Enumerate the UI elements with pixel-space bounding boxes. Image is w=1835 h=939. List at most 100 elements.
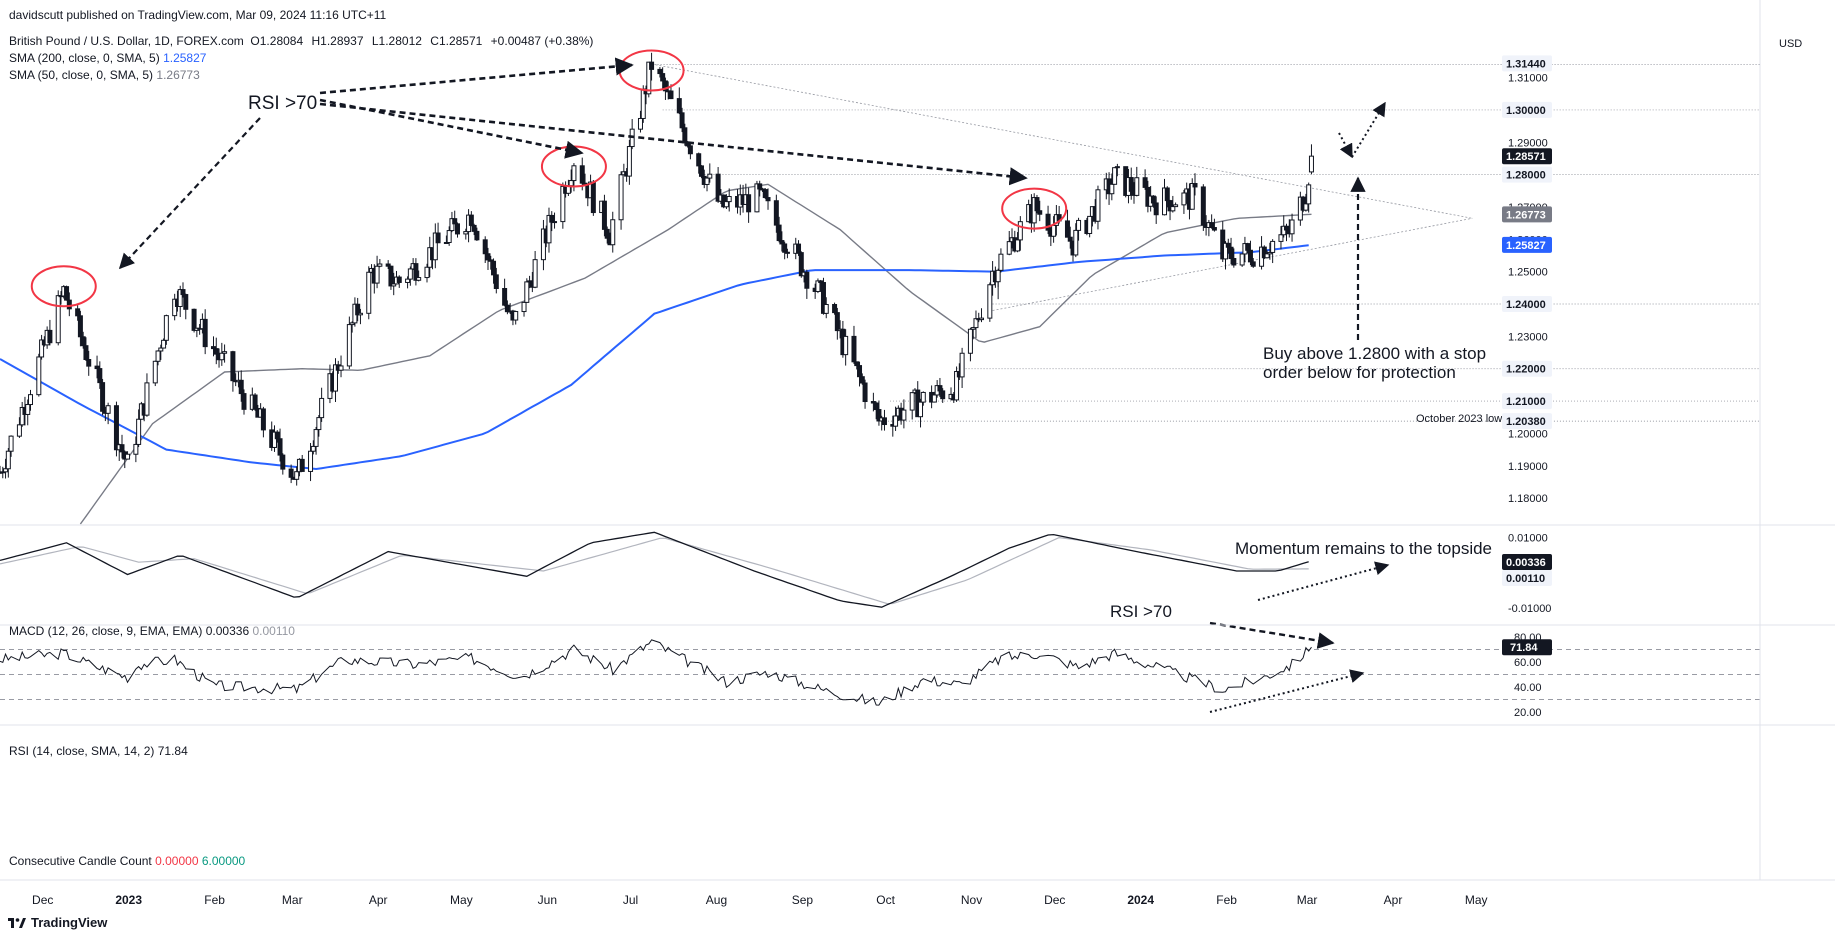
time-axis-label: Aug [706,893,727,907]
candle-down [280,454,286,470]
candle-down [274,431,280,440]
candle-down [1037,210,1043,215]
candle-down [191,308,197,331]
price-badge-text: 1.28000 [1506,170,1546,182]
time-axis-label: Jul [623,893,638,907]
candle-up [55,295,61,344]
candle-up [920,391,926,403]
candle-down [662,80,668,92]
sma50-legend[interactable]: SMA (50, close, 0, SMA, 5) 1.26773 [9,68,200,82]
candle-up [316,417,322,431]
macd-badge-text: 0.00110 [1506,573,1545,585]
candle-up [1109,183,1115,195]
triangle-upper-line [651,63,1473,219]
time-axis-label: Nov [961,893,982,907]
candle-down [504,304,510,313]
candle-down [213,348,219,355]
candle-count-value-1: 0.00000 [155,854,199,868]
time-axis-label: Mar [1297,893,1318,907]
candle-down [757,183,763,190]
time-axis-label: Apr [369,893,388,907]
candle-up [1270,240,1276,253]
price-badge-text: 1.26773 [1506,209,1546,221]
candle-up [271,431,277,448]
time-axis-label: Apr [1384,893,1403,907]
macd-line [0,531,1309,608]
candle-up [973,318,979,329]
candle-up [136,418,142,445]
candle-up [3,468,9,473]
buy-annotation-line2: order below for protection [1263,363,1456,382]
candle-up [366,271,372,314]
candle-down [288,468,294,478]
candle-up [1114,166,1120,169]
candle-up [704,177,710,185]
candle-up [1170,206,1176,212]
candle-down [468,214,474,226]
candle-up [1006,241,1012,255]
macd-value: 0.00336 [205,624,250,638]
candle-up [1189,182,1195,210]
candle-down [491,260,497,276]
candle-down [64,286,70,301]
candle-down [77,315,83,338]
candle-up [995,269,1001,283]
rsi-axis-tick: 60.00 [1514,657,1542,669]
candle-up [391,283,397,287]
time-axis-label: Mar [282,893,303,907]
candle-down [773,200,779,226]
candle-up [918,401,924,418]
candle-down [1167,200,1173,212]
candle-up [909,392,915,411]
symbol-title[interactable]: British Pound / U.S. Dollar, 1D, FOREX.c… [9,34,244,48]
candle-up [540,228,546,261]
candle-count-legend[interactable]: Consecutive Candle Count 0.00000 6.00000 [9,854,245,868]
candle-down [86,359,92,367]
candle-down [1245,243,1251,251]
price-badge [1502,360,1552,377]
candle-up [133,443,139,455]
sma200-legend[interactable]: SMA (200, close, 0, SMA, 5) 1.25827 [9,51,206,65]
candle-down [100,382,106,412]
candle-up [513,311,519,321]
price-badge [1502,206,1552,223]
candle-down [238,379,244,395]
candle-up [754,183,760,213]
candle-down [241,393,247,410]
candle-up [446,230,452,244]
sma200-line [0,244,1309,471]
candle-down [385,263,391,267]
candle-up [546,214,552,244]
candle-up [707,173,713,179]
candle-up [177,289,183,308]
candle-down [679,112,685,129]
candle-up [27,394,33,406]
macd-legend[interactable]: MACD (12, 26, close, 9, EMA, EMA) 0.0033… [9,624,295,638]
candle-down [1250,261,1256,267]
candle-up [1015,239,1021,252]
price-axis-tick: 1.18000 [1508,493,1548,505]
footer-brand-label: TradingView [31,915,108,930]
candle-up [222,351,228,354]
candle-up [357,312,363,316]
candle-up [1267,251,1273,255]
rsi-value: 71.84 [157,744,188,758]
rsi-axis-tick: 40.00 [1514,682,1542,694]
candle-up [979,317,985,321]
candle-up [1095,189,1101,222]
price-badge-text: 1.20380 [1506,416,1546,428]
candle-down [435,232,441,244]
price-badge [1502,148,1552,165]
candle-up [407,268,413,280]
candle-down [1067,236,1073,242]
candle-up [308,450,314,472]
candle-up [967,328,973,354]
candle-up [1181,192,1187,206]
footer-brand[interactable]: TradingView [8,915,107,930]
currency-label[interactable]: USD [1779,38,1803,50]
rsi-legend[interactable]: RSI (14, close, SMA, 14, 2) 71.84 [9,744,188,758]
candle-down [1231,258,1237,266]
candle-up [332,364,338,392]
candle-down [746,194,752,213]
